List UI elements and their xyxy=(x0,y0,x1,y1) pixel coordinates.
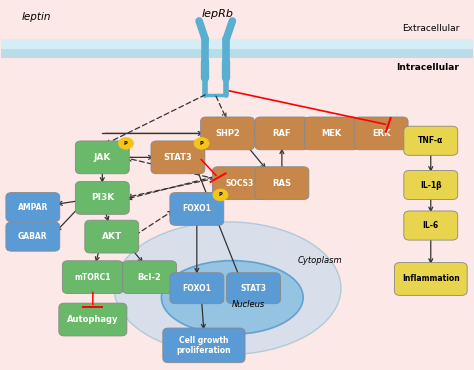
FancyBboxPatch shape xyxy=(354,117,408,150)
Text: JAK: JAK xyxy=(94,153,111,162)
FancyBboxPatch shape xyxy=(163,328,245,363)
Text: AMPAR: AMPAR xyxy=(18,203,48,212)
Text: P: P xyxy=(124,141,128,146)
FancyBboxPatch shape xyxy=(201,117,255,150)
FancyBboxPatch shape xyxy=(227,273,281,304)
Text: IL-1β: IL-1β xyxy=(420,181,442,189)
Text: Inflammation: Inflammation xyxy=(402,275,460,283)
Circle shape xyxy=(118,137,134,149)
Text: SOCS3: SOCS3 xyxy=(225,179,254,188)
FancyBboxPatch shape xyxy=(151,141,205,174)
Text: STAT3: STAT3 xyxy=(164,153,192,162)
FancyBboxPatch shape xyxy=(6,222,60,251)
FancyBboxPatch shape xyxy=(75,141,129,174)
Text: Bcl-2: Bcl-2 xyxy=(137,273,162,282)
Text: Intracellular: Intracellular xyxy=(396,63,459,71)
Text: P: P xyxy=(219,192,222,198)
FancyBboxPatch shape xyxy=(63,261,123,293)
Text: P: P xyxy=(200,141,203,146)
FancyBboxPatch shape xyxy=(255,117,309,150)
Text: lepRb: lepRb xyxy=(202,9,234,18)
Text: FOXO1: FOXO1 xyxy=(182,284,211,293)
FancyBboxPatch shape xyxy=(404,126,458,155)
FancyBboxPatch shape xyxy=(404,171,458,199)
FancyBboxPatch shape xyxy=(212,167,266,199)
Bar xyxy=(0,39,474,58)
Text: IL-6: IL-6 xyxy=(423,221,439,230)
Text: MEK: MEK xyxy=(321,129,342,138)
Text: RAS: RAS xyxy=(273,179,292,188)
FancyBboxPatch shape xyxy=(85,220,139,253)
FancyBboxPatch shape xyxy=(394,263,467,295)
Text: leptin: leptin xyxy=(22,12,52,22)
Text: PI3K: PI3K xyxy=(91,194,114,202)
Text: Autophagy: Autophagy xyxy=(67,315,118,324)
Text: Extracellular: Extracellular xyxy=(402,24,459,33)
Circle shape xyxy=(194,137,209,149)
Text: TNF-α: TNF-α xyxy=(418,136,443,145)
Text: FOXO1: FOXO1 xyxy=(182,205,211,213)
FancyBboxPatch shape xyxy=(170,273,224,304)
Circle shape xyxy=(213,189,228,201)
Bar xyxy=(0,39,474,48)
FancyBboxPatch shape xyxy=(6,192,60,222)
Ellipse shape xyxy=(114,222,341,354)
FancyBboxPatch shape xyxy=(123,261,176,293)
Text: ERK: ERK xyxy=(372,129,391,138)
Text: GABAR: GABAR xyxy=(18,232,48,241)
Text: Nucleus: Nucleus xyxy=(232,300,265,309)
Text: mTORC1: mTORC1 xyxy=(74,273,111,282)
Text: SHP2: SHP2 xyxy=(215,129,240,138)
Text: AKT: AKT xyxy=(101,232,122,241)
FancyBboxPatch shape xyxy=(255,167,309,199)
FancyBboxPatch shape xyxy=(170,192,224,225)
FancyBboxPatch shape xyxy=(305,117,358,150)
FancyBboxPatch shape xyxy=(404,211,458,240)
Text: STAT3: STAT3 xyxy=(240,284,266,293)
FancyBboxPatch shape xyxy=(59,303,127,336)
Ellipse shape xyxy=(161,260,303,334)
Text: Cell growth
proliferation: Cell growth proliferation xyxy=(177,336,231,355)
FancyBboxPatch shape xyxy=(75,182,129,214)
Text: RAF: RAF xyxy=(273,129,291,138)
Text: Cytoplasm: Cytoplasm xyxy=(297,256,342,265)
